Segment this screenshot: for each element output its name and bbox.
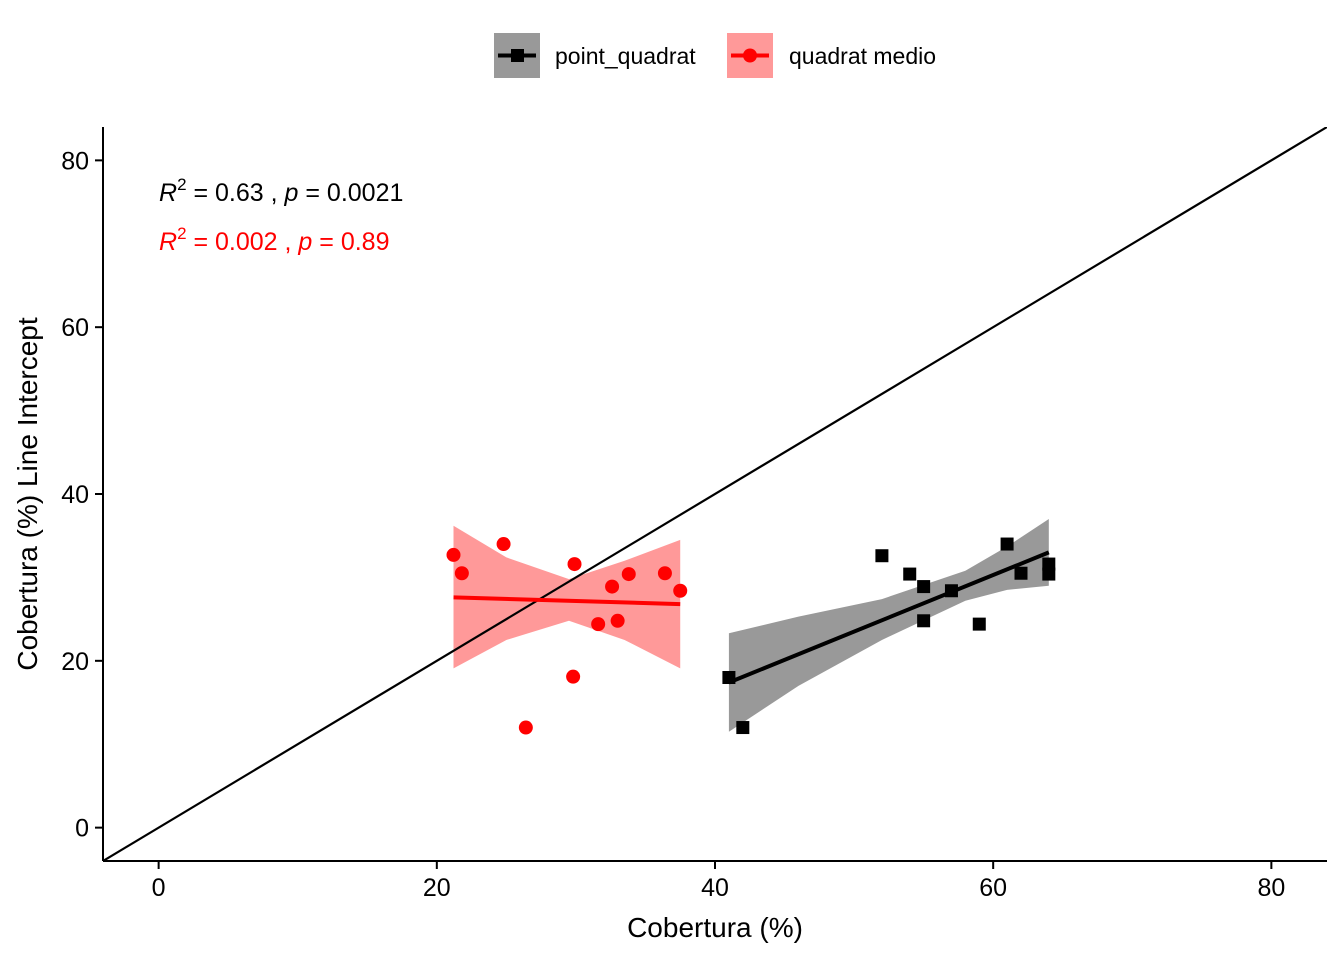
confidence-ribbon-0 (728, 519, 1049, 732)
plot-area (103, 127, 1327, 861)
data-point (567, 557, 582, 572)
data-point (496, 537, 511, 552)
data-point (446, 547, 461, 562)
data-point (673, 583, 688, 598)
data-point (917, 614, 931, 628)
y-tick-label: 40 (61, 481, 89, 509)
stat-annotation: R2 = 0.63 , p = 0.0021 (159, 175, 403, 207)
legend-label: quadrat medio (789, 43, 936, 69)
legend: point_quadrat quadrat medio (494, 33, 936, 78)
y-tick-label: 60 (61, 314, 89, 342)
data-point (903, 567, 917, 581)
x-tick-label: 60 (979, 874, 1007, 902)
legend-key-marker (511, 49, 524, 62)
data-point (1042, 567, 1056, 581)
y-tick-label: 80 (61, 147, 89, 175)
x-tick-label: 0 (152, 874, 166, 902)
y-tick-label: 20 (61, 648, 89, 676)
stat-annotation: R2 = 0.002 , p = 0.89 (159, 224, 389, 256)
data-point (1042, 557, 1056, 571)
legend-label: point_quadrat (555, 43, 696, 69)
regression-line-0 (728, 550, 1050, 685)
data-point (875, 549, 889, 563)
ticks: 0 20 40 60 80 0 20 40 60 80 (61, 147, 1285, 902)
data-point (591, 617, 606, 632)
data-point (454, 566, 469, 581)
data-point (1000, 537, 1014, 551)
data-point (621, 567, 636, 582)
data-point (972, 617, 986, 631)
stat-annotations: R2 = 0.63 , p = 0.0021 R2 = 0.002 , p = 0… (159, 175, 403, 256)
data-point (566, 669, 581, 684)
data-point (657, 566, 672, 581)
data-point (917, 580, 931, 594)
data-point (736, 721, 750, 735)
legend-item: point_quadrat (494, 33, 696, 78)
data-point (610, 613, 625, 628)
y-axis-title: Cobertura (%) Line Intercept (12, 317, 43, 671)
confidence-ribbon-1 (453, 525, 681, 669)
regression-line-1 (453, 595, 681, 607)
data-point (518, 720, 533, 735)
legend-item: quadrat medio (727, 33, 936, 78)
x-tick-label: 40 (701, 874, 729, 902)
x-tick-label: 20 (423, 874, 451, 902)
legend-key-marker (743, 48, 757, 63)
data-point (605, 579, 620, 594)
data-point (1014, 566, 1028, 580)
x-axis-title: Cobertura (%) (627, 912, 803, 943)
x-tick-label: 80 (1257, 874, 1285, 902)
identity-reference-line (103, 127, 1327, 861)
y-tick-label: 0 (75, 815, 89, 843)
